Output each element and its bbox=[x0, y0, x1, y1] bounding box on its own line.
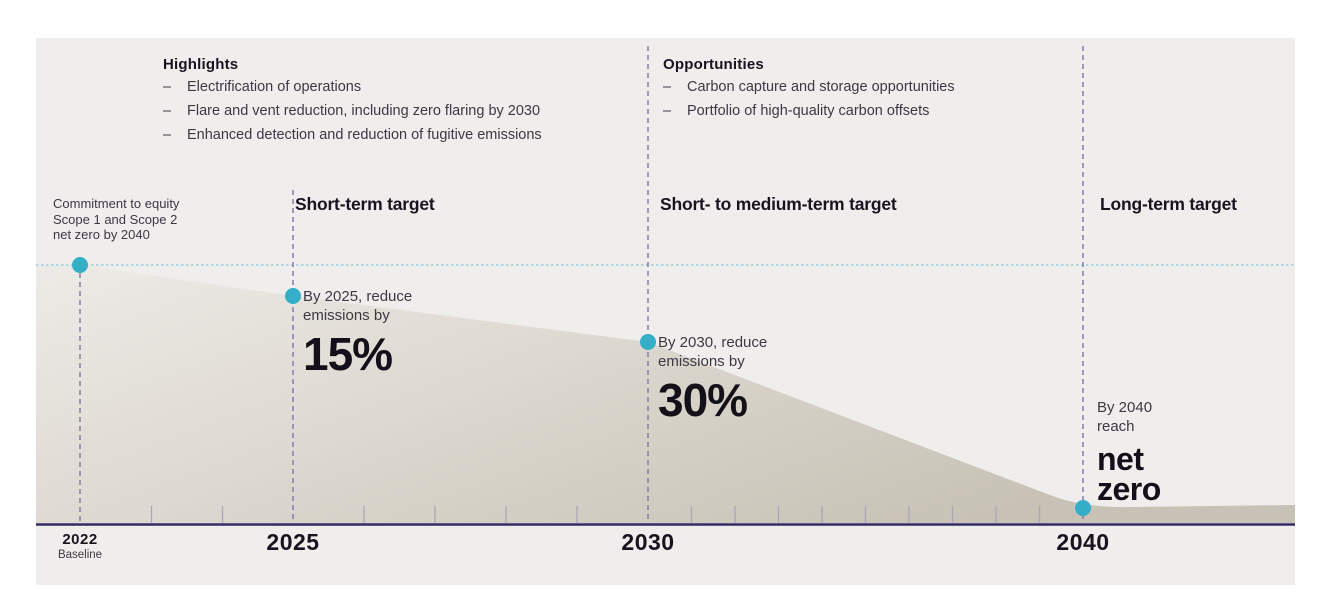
milestone-2025-label: By 2025, reduce emissions by bbox=[303, 288, 413, 324]
emissions-area bbox=[36, 265, 1295, 523]
dash-marker: – bbox=[663, 79, 672, 95]
milestone-2040: By 2040 reach net zero bbox=[1097, 398, 1161, 507]
list-item: – Enhanced detection and reduction of fu… bbox=[163, 127, 623, 144]
year-2022: 2022 bbox=[62, 531, 98, 548]
opportunity-item-text: Carbon capture and storage opportunities bbox=[687, 79, 955, 95]
highlights-title: Highlights bbox=[163, 56, 239, 73]
dash-marker: – bbox=[663, 103, 672, 119]
highlights-list: – Electrification of operations – Flare … bbox=[163, 79, 623, 144]
highlights-block: Highlights – Electrification of operatio… bbox=[163, 56, 623, 151]
milestone-2040-value: net zero bbox=[1097, 441, 1161, 507]
milestone-2030: By 2030, reduce emissions by 30% bbox=[658, 333, 767, 423]
baseline-label: Baseline bbox=[57, 549, 103, 561]
highlight-item-text: Enhanced detection and reduction of fugi… bbox=[187, 127, 542, 143]
axis-tick-marks bbox=[150, 506, 1041, 523]
milestone-2040-label: By 2040 reach bbox=[1097, 399, 1153, 435]
list-item: – Carbon capture and storage opportuniti… bbox=[663, 79, 1083, 96]
opportunities-list: – Carbon capture and storage opportuniti… bbox=[663, 79, 1083, 120]
dash-marker: – bbox=[163, 103, 172, 119]
milestone-dot-2030 bbox=[640, 334, 656, 350]
milestone-2025-value: 15% bbox=[303, 328, 393, 380]
list-item: – Portfolio of high-quality carbon offse… bbox=[663, 103, 1083, 120]
milestone-dot-2040 bbox=[1075, 500, 1091, 516]
highlight-item-text: Flare and vent reduction, including zero… bbox=[187, 103, 541, 119]
section-header-long-term: Long-term target bbox=[1100, 194, 1237, 214]
milestone-2025: By 2025, reduce emissions by 15% bbox=[303, 287, 412, 377]
axis-label-2040: 2040 bbox=[1056, 529, 1110, 555]
milestone-2030-label: By 2030, reduce emissions by bbox=[658, 334, 768, 370]
list-item: – Flare and vent reduction, including ze… bbox=[163, 103, 623, 120]
axis-label-2022: 2022 Baseline bbox=[58, 531, 102, 561]
milestone-dot-2025 bbox=[285, 288, 301, 304]
milestone-dot-2022 bbox=[72, 257, 88, 273]
axis-label-2030: 2030 bbox=[621, 529, 675, 555]
opportunities-title: Opportunities bbox=[663, 56, 764, 73]
section-header-short-term: Short-term target bbox=[295, 194, 435, 214]
highlight-item-text: Electrification of operations bbox=[187, 79, 362, 95]
milestone-2030-value: 30% bbox=[658, 374, 748, 426]
commitment-note: Commitment to equity Scope 1 and Scope 2… bbox=[53, 196, 180, 242]
opportunity-item-text: Portfolio of high-quality carbon offsets bbox=[687, 103, 930, 119]
dash-marker: – bbox=[163, 79, 172, 95]
opportunities-block: Opportunities – Carbon capture and stora… bbox=[663, 56, 1083, 127]
section-header-medium-term: Short- to medium-term target bbox=[660, 194, 897, 214]
dash-marker: – bbox=[163, 127, 172, 143]
list-item: – Electrification of operations bbox=[163, 79, 623, 96]
axis-label-2025: 2025 bbox=[266, 529, 320, 555]
